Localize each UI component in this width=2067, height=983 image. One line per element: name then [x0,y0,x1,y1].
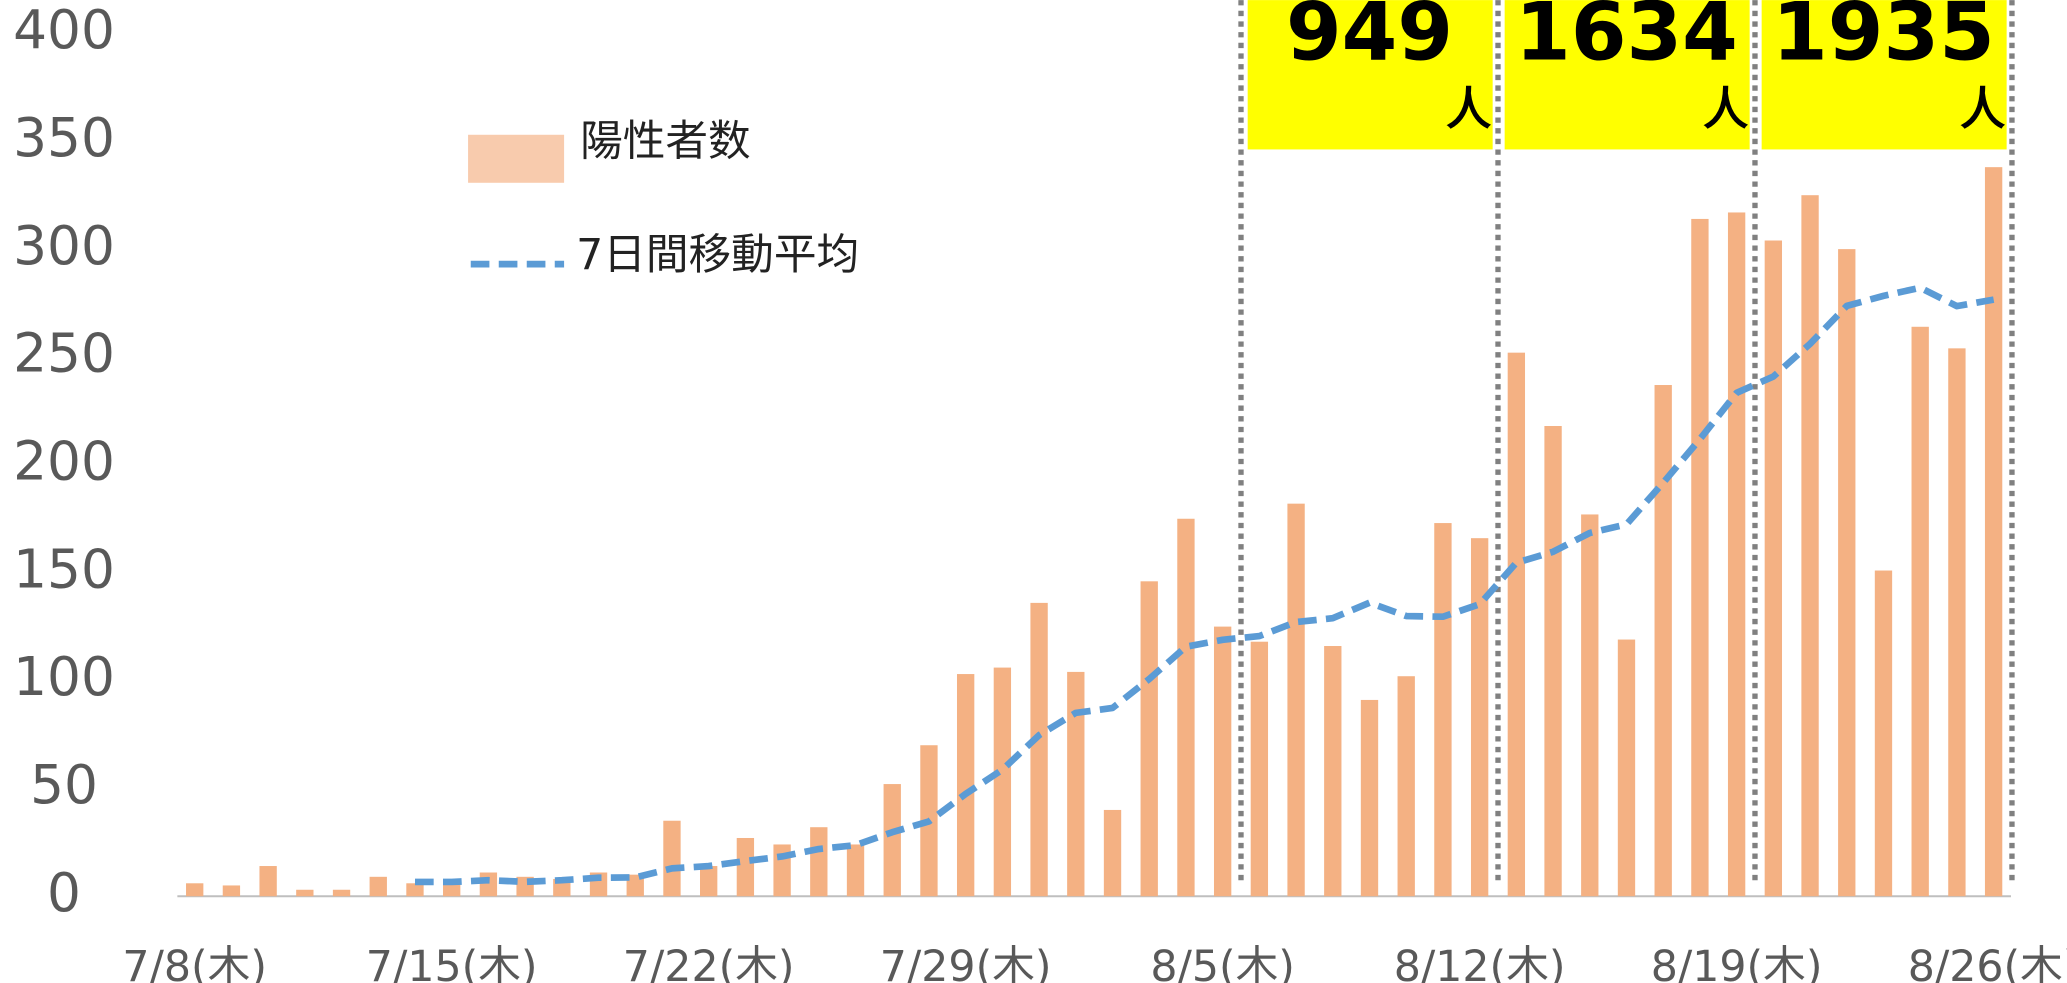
bar [1764,240,1783,897]
x-tick-label: 8/26(木) [1908,942,2067,983]
bar [369,876,387,897]
annotation-number: 1634 [1515,0,1738,78]
bar [443,883,461,897]
bar [663,820,681,897]
y-tick-label: 100 [13,645,115,708]
bar [186,883,204,897]
bar [1103,809,1122,897]
y-tick-label: 300 [13,214,115,277]
bar [1213,626,1232,897]
bar [1360,699,1379,897]
legend-swatch-bar [468,134,565,183]
bar [1544,426,1562,897]
bar [1030,602,1048,897]
bar [1874,570,1893,897]
legend-label: 陽性者数 [580,117,751,167]
bar [1250,641,1269,897]
y-tick-label: 150 [13,537,115,600]
bar [1177,518,1195,897]
bar [1324,646,1342,897]
x-tick-label: 7/15(木) [366,942,538,983]
y-tick-label: 200 [13,429,115,492]
bar [1397,676,1415,897]
bar [846,844,865,897]
x-tick-label: 8/5(木) [1150,942,1295,983]
bar [222,885,241,897]
bar [700,866,718,897]
bar [1654,385,1672,897]
y-tick-label: 50 [30,753,98,816]
bar [1470,538,1489,897]
annotation-unit: 人 [1960,83,2006,136]
bar [1287,503,1305,897]
bar [259,866,277,897]
bar [626,874,644,897]
bar [1984,167,2003,897]
bar [1801,195,1819,897]
annotation-box [1761,0,2007,150]
annotation-unit: 人 [1446,83,1492,136]
bar [736,837,755,897]
y-tick-label: 350 [13,106,115,169]
bar [1067,671,1085,897]
bar [1617,639,1636,897]
bar [1911,326,1929,897]
annotation-number: 1935 [1772,0,1995,78]
bar [1691,218,1709,897]
annotation-number: 949 [1286,0,1453,78]
x-tick-label: 7/8(木) [122,942,267,983]
moving-average-line [415,284,1995,886]
x-tick-label: 7/22(木) [623,942,795,983]
bar [479,872,498,897]
bar [1140,581,1158,897]
y-tick-label: 400 [13,0,115,61]
y-tick-label: 0 [47,861,81,924]
bar [810,827,828,897]
bar [1838,249,1856,897]
y-tick-label: 250 [13,322,115,385]
annotation-box [1504,0,1750,150]
annotation-box [1247,0,1493,150]
x-tick-label: 7/29(木) [880,942,1052,983]
legend-label: 7日間移動平均 [576,230,859,280]
bar [1434,523,1452,897]
bar [1507,352,1526,897]
bar [296,889,314,897]
bar [406,883,424,897]
bar [1948,348,1966,897]
bar [1581,514,1599,897]
bar [993,667,1012,897]
bar [956,674,975,897]
x-tick-label: 8/12(木) [1394,942,1566,983]
bar [1727,212,1746,897]
bar [883,784,901,897]
bar [332,889,351,897]
annotation-unit: 人 [1703,83,1749,136]
x-tick-label: 8/19(木) [1651,942,1823,983]
